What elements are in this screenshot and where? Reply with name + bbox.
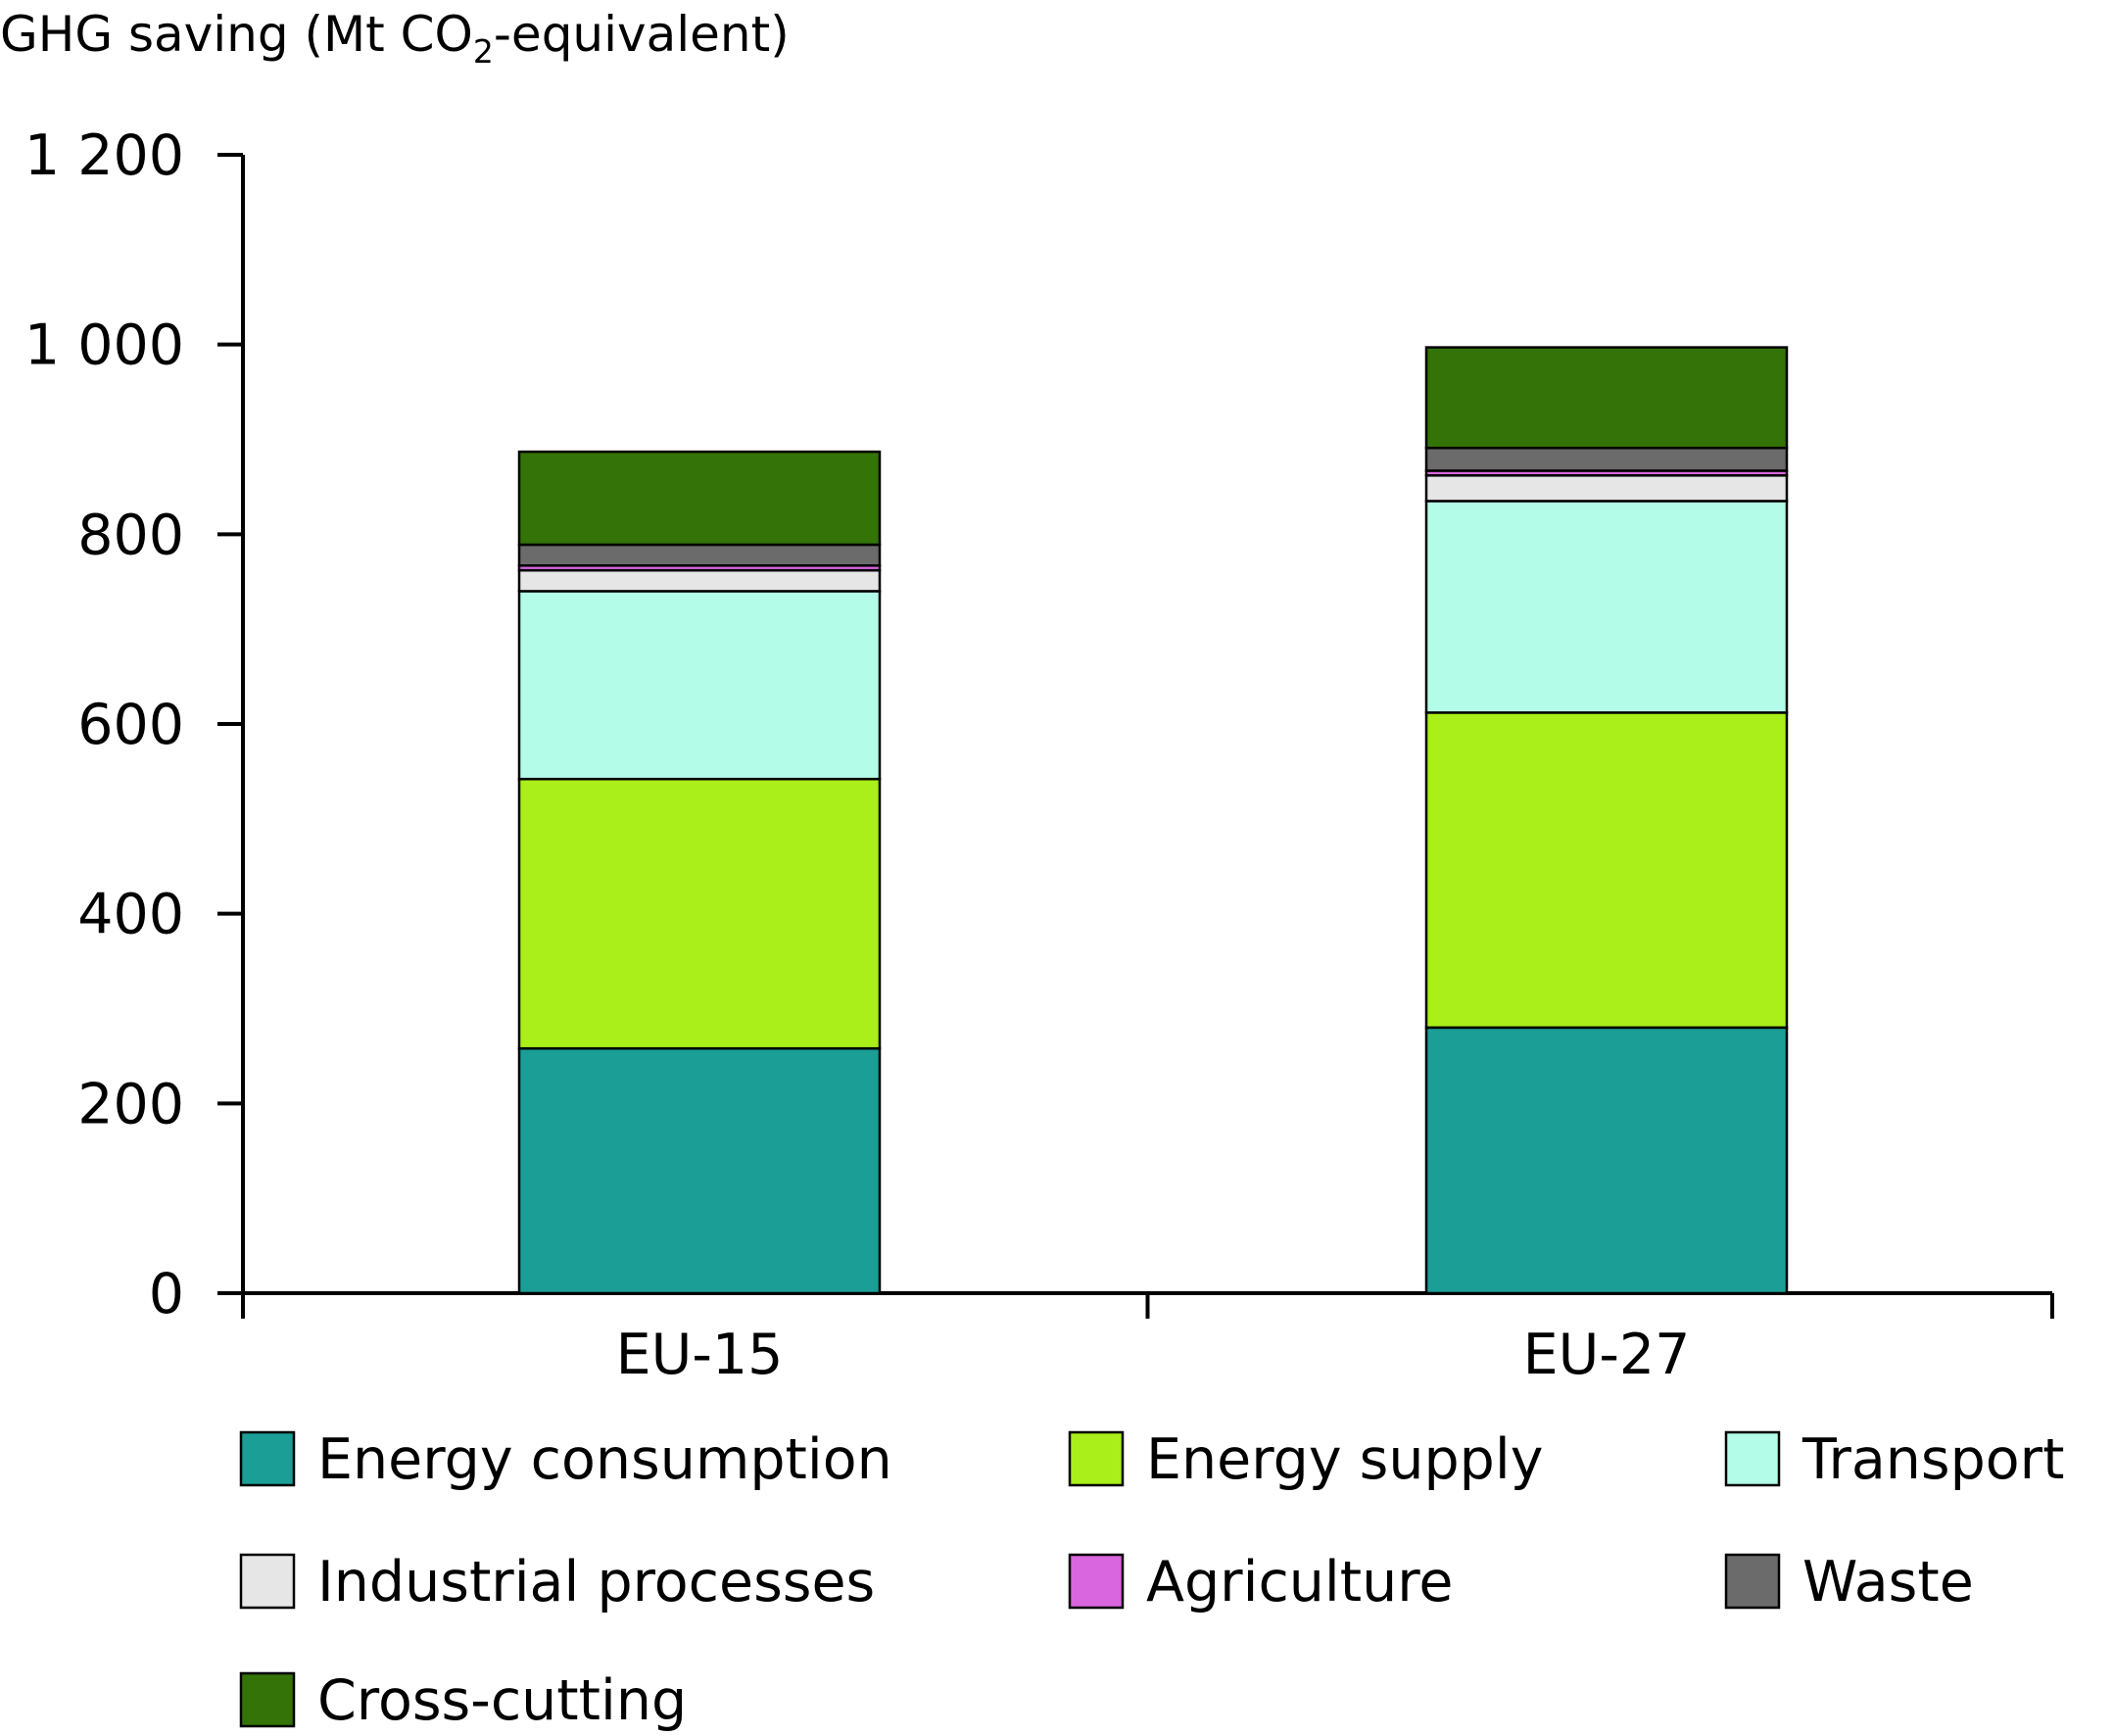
legend-swatch-cross-cutting [239, 1671, 296, 1728]
bar-segment-eu-15-industrial-processes [517, 568, 882, 593]
legend-label-agriculture: Agriculture [1146, 1550, 1453, 1615]
bar-segment-eu-27-transport [1424, 500, 1789, 714]
bar-segment-eu-27-waste [1424, 446, 1789, 472]
y-tick-label: 200 [77, 1072, 184, 1136]
plot-area: 0 200 400 600 800 1 000 1 200 EU-15 EU-27 [24, 123, 2054, 1387]
legend-swatch-transport [1724, 1430, 1781, 1487]
legend-swatch-industrial-processes [239, 1553, 296, 1610]
y-tick-label: 600 [77, 693, 184, 757]
legend-label-energy-supply: Energy supply [1146, 1427, 1543, 1492]
legend-swatch-energy-consumption [239, 1430, 296, 1487]
y-tick-label: 400 [77, 883, 184, 947]
legend-swatch-waste [1724, 1553, 1781, 1610]
y-axis-title-subscript: 2 [473, 32, 494, 71]
legend-label-industrial-processes: Industrial processes [317, 1550, 875, 1615]
bar-segment-eu-15-cross-cutting [517, 450, 882, 547]
y-axis-title-main: GHG saving (Mt CO [0, 6, 473, 63]
y-axis-title: GHG saving (Mt CO2-equivalent) [0, 6, 790, 71]
legend-label-cross-cutting: Cross-cutting [317, 1668, 687, 1733]
y-tick-label: 1 200 [24, 123, 184, 188]
y-tick-label: 1 000 [24, 313, 184, 378]
y-tick-label: 800 [77, 503, 184, 567]
bar-segment-eu-15-waste [517, 543, 882, 567]
y-tick-label: 0 [149, 1262, 184, 1326]
y-axis-title-suffix: -equivalent) [494, 6, 790, 63]
legend-label-transport: Transport [1801, 1427, 2064, 1492]
bar-segment-eu-27-energy-supply [1424, 711, 1789, 1030]
legend-label-waste: Waste [1802, 1550, 1974, 1615]
x-tick-label-eu-27: EU-27 [1523, 1323, 1691, 1387]
legend: Energy consumption Energy supply Transport… [239, 1427, 2064, 1733]
bar-segment-eu-27-industrial-processes [1424, 474, 1789, 503]
legend-swatch-agriculture [1068, 1553, 1125, 1610]
x-tick-label-eu-15: EU-15 [616, 1323, 784, 1387]
bar-segment-eu-15-energy-consumption [517, 1046, 882, 1295]
legend-label-energy-consumption: Energy consumption [317, 1427, 892, 1492]
bar-segment-eu-15-transport [517, 590, 882, 781]
bar-segment-eu-27-energy-consumption [1424, 1026, 1789, 1295]
bar-segment-eu-27-cross-cutting [1424, 346, 1789, 450]
bar-segment-eu-15-energy-supply [517, 777, 882, 1050]
legend-swatch-energy-supply [1068, 1430, 1125, 1487]
